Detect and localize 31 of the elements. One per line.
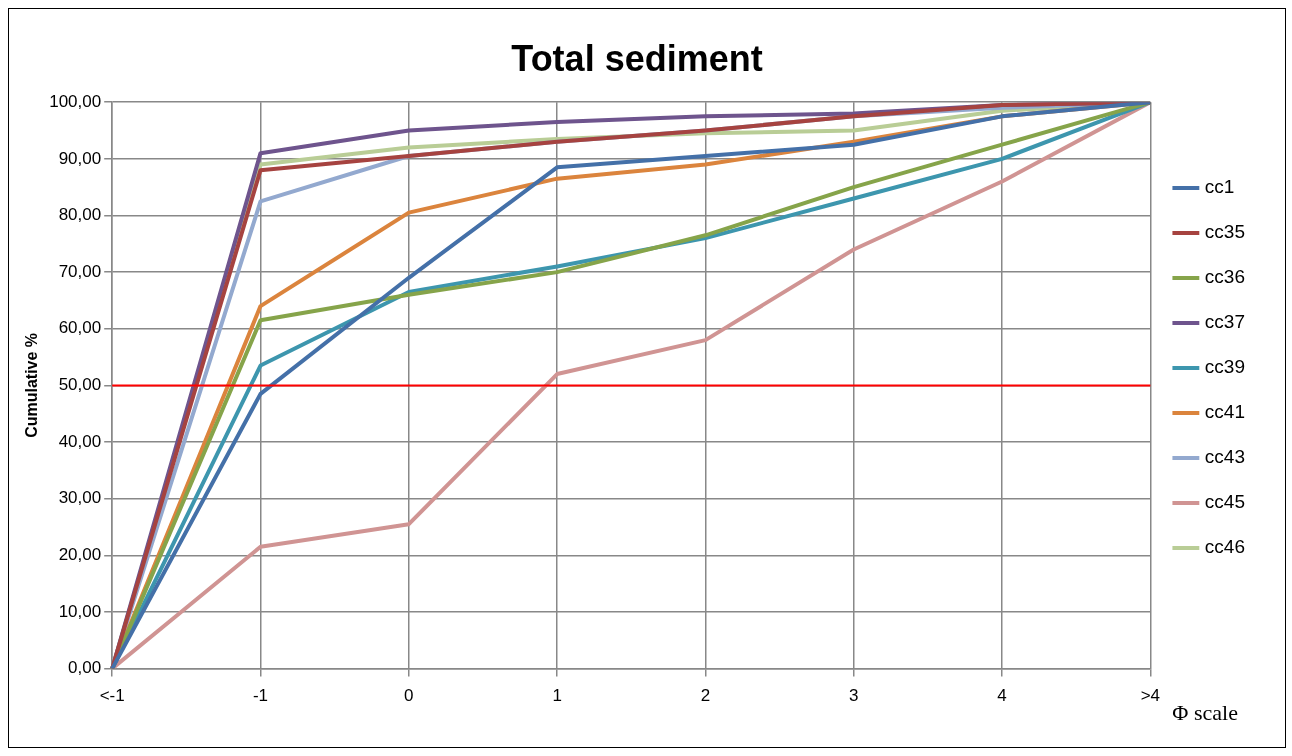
y-tick-label: 60,00 bbox=[58, 318, 102, 338]
y-tick-label: 80,00 bbox=[58, 205, 102, 225]
x-tick-label: 3 bbox=[849, 686, 859, 706]
x-tick-label: 4 bbox=[997, 686, 1007, 706]
legend-label: cc46 bbox=[1204, 536, 1246, 558]
legend-label: cc43 bbox=[1204, 446, 1246, 468]
y-tick-label: 70,00 bbox=[58, 261, 102, 281]
y-tick-label: 0,00 bbox=[68, 658, 102, 678]
legend-label: cc35 bbox=[1204, 221, 1246, 243]
x-tick-label: -1 bbox=[252, 686, 269, 706]
legend-label: cc41 bbox=[1204, 401, 1246, 423]
y-axis-title: Cumulative % bbox=[23, 332, 41, 438]
legend-label: cc39 bbox=[1204, 356, 1246, 378]
x-tick-label: <-1 bbox=[99, 686, 125, 706]
y-tick-label: 20,00 bbox=[58, 545, 102, 565]
y-tick-label: 10,00 bbox=[58, 601, 102, 621]
x-tick-label: 0 bbox=[404, 686, 414, 706]
y-tick-label: 90,00 bbox=[58, 148, 102, 168]
legend-label: cc37 bbox=[1204, 311, 1246, 333]
x-tick-label: 1 bbox=[552, 686, 562, 706]
y-tick-label: 40,00 bbox=[58, 431, 102, 451]
y-tick-label: 100,00 bbox=[49, 91, 102, 111]
y-tick-label: 30,00 bbox=[58, 488, 102, 508]
chart-title: Total sediment bbox=[511, 37, 763, 79]
y-tick-label: 50,00 bbox=[58, 375, 102, 395]
x-tick-label: >4 bbox=[1140, 686, 1161, 706]
x-tick-label: 2 bbox=[700, 686, 711, 706]
legend-label: cc36 bbox=[1204, 266, 1246, 288]
legend-label: cc45 bbox=[1204, 491, 1246, 513]
legend-label: cc1 bbox=[1204, 176, 1235, 198]
x-axis-title: Φ scale bbox=[1172, 700, 1238, 726]
